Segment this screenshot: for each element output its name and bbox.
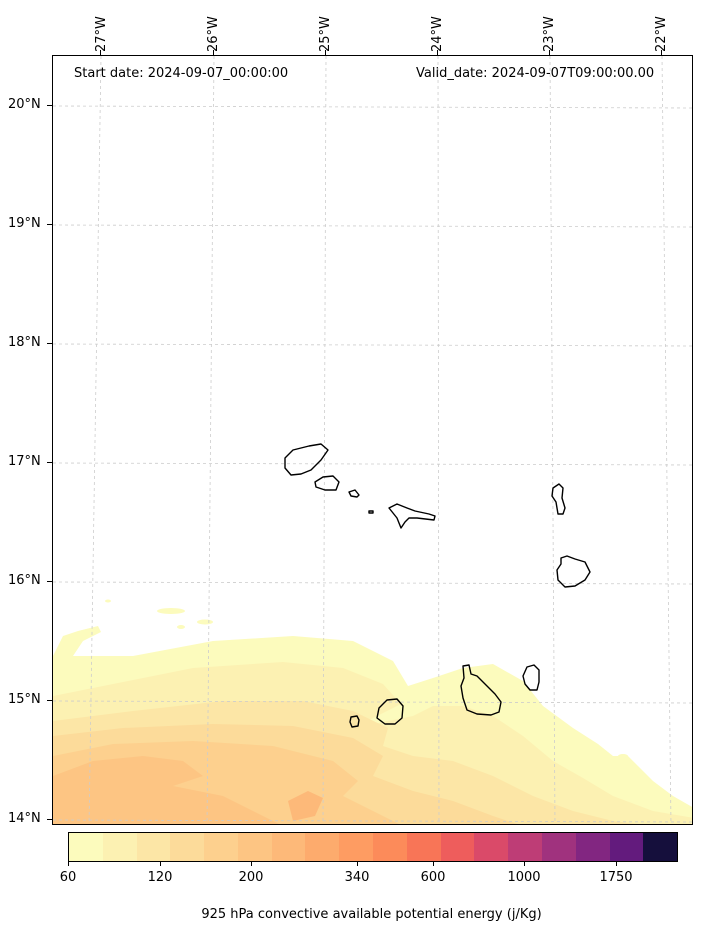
colorbar (68, 832, 678, 862)
cape-patch (177, 625, 185, 629)
lat-tick (47, 224, 52, 225)
colorbar-label-120: 120 (147, 870, 173, 885)
colorbar-tick (524, 862, 525, 866)
lon-label-26w: 26°W (206, 16, 221, 52)
colorbar-segment (474, 833, 509, 861)
island-santa-luzia (348, 489, 360, 498)
colorbar-segment (237, 833, 272, 861)
cape-patch (197, 619, 213, 625)
lon-tick (213, 50, 214, 55)
colorbar-tick (68, 862, 69, 866)
colorbar-label-340: 340 (344, 870, 370, 885)
island-brava (349, 715, 360, 728)
map-panel (52, 55, 693, 825)
colorbar-label-600: 600 (420, 870, 446, 885)
start-date-label: Start date: 2024-09-07_00:00:00 (74, 66, 289, 81)
island-santiago (460, 664, 502, 716)
colorbar-segment (69, 833, 103, 861)
colorbar-label-1750: 1750 (599, 870, 633, 885)
island-sao-nicolau (388, 503, 436, 529)
colorbar-tick (616, 862, 617, 866)
lon-label-25w: 25°W (318, 16, 333, 52)
lat-label-17n: 17°N (8, 454, 41, 469)
colorbar-segment (643, 833, 678, 861)
colorbar-segment (440, 833, 475, 861)
cape-band-240 (288, 791, 323, 821)
island-maio (522, 664, 540, 691)
island-santo-antao (284, 443, 329, 476)
colorbar-tick (251, 862, 252, 866)
lat-label-18n: 18°N (8, 335, 41, 350)
colorbar-segment (575, 833, 610, 861)
coastlines (284, 443, 591, 728)
cape-patch (618, 754, 628, 758)
colorbar-label-200: 200 (238, 870, 264, 885)
colorbar-segment (204, 833, 238, 861)
lat-tick (47, 343, 52, 344)
lat-label-14n: 14°N (8, 811, 41, 826)
colorbar-segment (508, 833, 542, 861)
colorbar-tick (357, 862, 358, 866)
lat-tick (47, 105, 52, 106)
lat-label-20n: 20°N (8, 97, 41, 112)
colorbar-segment (339, 833, 374, 861)
lat-label-19n: 19°N (8, 216, 41, 231)
colorbar-segment (609, 833, 644, 861)
map-canvas (53, 56, 692, 824)
lat-tick (47, 462, 52, 463)
colorbar-segment (170, 833, 205, 861)
lat-tick (47, 581, 52, 582)
cape-band-200 (53, 756, 279, 824)
colorbar-segment (305, 833, 340, 861)
lat-label-15n: 15°N (8, 692, 41, 707)
valid-date-label: Valid_date: 2024-09-07T09:00:00.00 (416, 66, 655, 81)
colorbar-segment (271, 833, 306, 861)
island-razo (368, 510, 374, 514)
lon-tick (100, 50, 101, 55)
colorbar-title: 925 hPa convective available potential e… (201, 907, 542, 922)
gridlines (53, 56, 692, 824)
island-sal (551, 483, 566, 515)
lat-tick (47, 700, 52, 701)
colorbar-tick (433, 862, 434, 866)
lat-tick (47, 819, 52, 820)
lon-tick (549, 50, 550, 55)
colorbar-segment (406, 833, 441, 861)
colorbar-tick (160, 862, 161, 866)
island-fogo (376, 698, 404, 725)
cape-field (53, 599, 692, 824)
lon-tick (437, 50, 438, 55)
colorbar-label-60: 60 (59, 870, 77, 885)
cape-patch (157, 608, 185, 614)
colorbar-segment (136, 833, 171, 861)
colorbar-label-1000: 1000 (507, 870, 541, 885)
cape-patch (105, 599, 111, 603)
lon-label-24w: 24°W (430, 16, 445, 52)
lon-label-27w: 27°W (94, 16, 109, 52)
island-boa-vista (556, 555, 591, 588)
colorbar-segment (102, 833, 137, 861)
lat-label-16n: 16°N (8, 573, 41, 588)
lon-tick (661, 50, 662, 55)
lon-label-23w: 23°W (542, 16, 557, 52)
colorbar-segment (373, 833, 407, 861)
lon-label-22w: 22°W (654, 16, 669, 52)
island-sao-vicente (314, 475, 340, 491)
colorbar-segment (541, 833, 576, 861)
lon-tick (325, 50, 326, 55)
